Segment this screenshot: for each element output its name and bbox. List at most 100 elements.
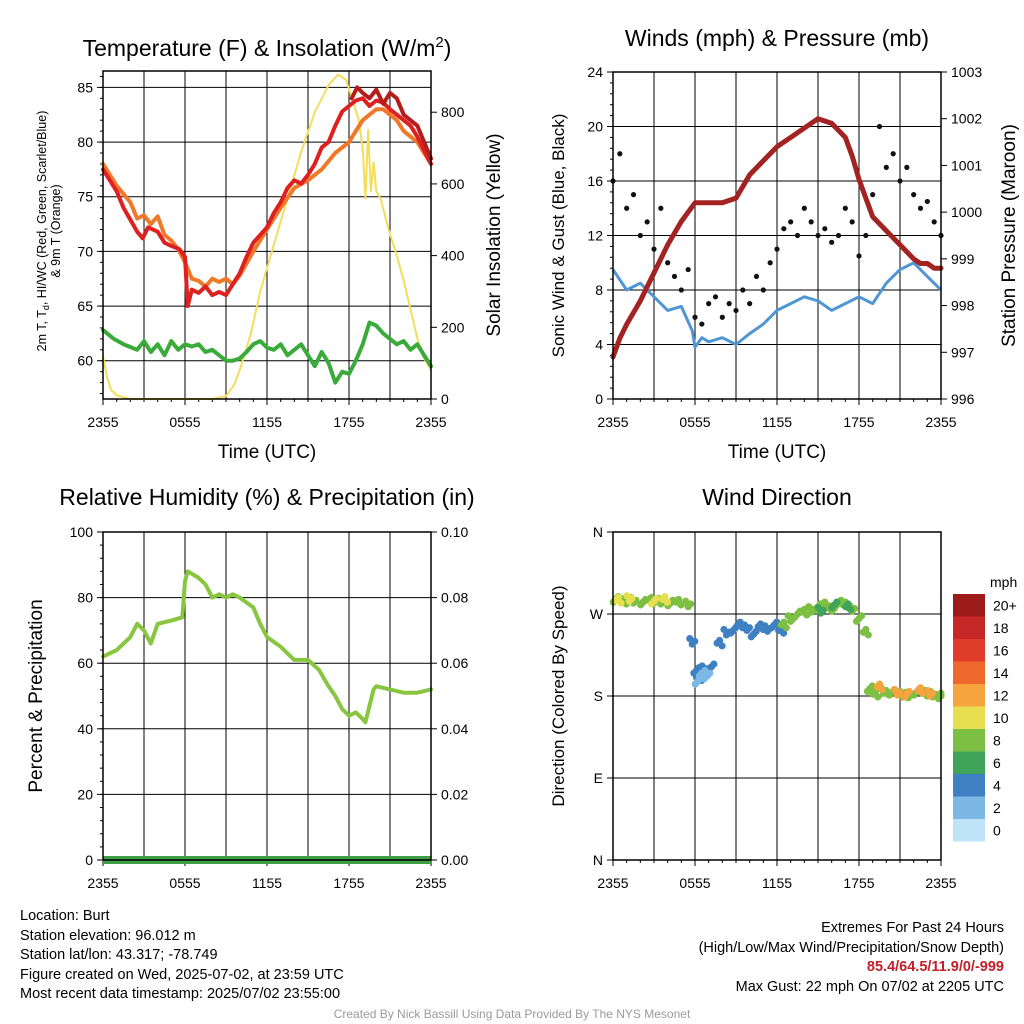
- y2-tick-label: 0.02: [441, 786, 468, 802]
- extremes-heading: Extremes For Past 24 Hours: [821, 920, 1004, 936]
- colorbar-tick-label: 4: [993, 777, 1001, 793]
- direction-point: [782, 624, 790, 632]
- y-tick-label: 80: [77, 590, 93, 606]
- direction-point: [875, 680, 884, 688]
- direction-point: [745, 624, 753, 632]
- colorbar-swatch: [953, 594, 985, 617]
- gust-point: [617, 151, 623, 157]
- gust-point: [849, 219, 855, 225]
- gust-point: [835, 232, 842, 239]
- y2-tick-label: 1002: [951, 111, 982, 127]
- gust-point: [897, 178, 903, 184]
- plot-frame: [102, 70, 432, 400]
- direction-point: [710, 660, 718, 668]
- gust-point: [822, 226, 828, 232]
- direction-point: [614, 594, 623, 602]
- gust-point: [856, 253, 862, 259]
- chart-title: Temperature (F) & Insolation (W/m2): [83, 34, 452, 61]
- y-axis-label: 2m T, Td, HI/WC (Red, Green, Scarlet/Blu…: [35, 111, 51, 352]
- x-tick-label: 2355: [925, 875, 956, 891]
- direction-point: [780, 618, 788, 626]
- x-tick-label: 2355: [87, 875, 118, 891]
- station-elevation: Station elevation: 96.012 m: [20, 927, 196, 944]
- gust-point: [815, 232, 821, 239]
- colorbar-tick-label: 2: [993, 800, 1001, 816]
- gust-point: [630, 192, 637, 198]
- gust-point: [747, 301, 753, 307]
- series-temp-line: [101, 96, 433, 309]
- gust-point: [870, 192, 876, 198]
- y2-tick-label: 600: [441, 176, 465, 192]
- colorbar-swatch: [953, 661, 985, 684]
- x-tick-label: 2355: [415, 414, 446, 430]
- figure-created: Figure created on Wed, 2025-07-02, at 23…: [20, 966, 344, 983]
- x-tick-label: 2355: [87, 414, 118, 430]
- direction-point: [916, 684, 925, 692]
- gust-point: [767, 260, 773, 266]
- direction-point: [857, 612, 866, 620]
- panel-3: 0 20 40 60 80 100 0.00 0.02 0.04 0.06 0.08 0.10 2355…: [26, 484, 475, 891]
- colorbar-tick-label: 20+: [993, 597, 1017, 613]
- direction-point: [905, 687, 913, 696]
- y-tick-label: 85: [77, 79, 93, 95]
- x-tick-label: 1755: [333, 875, 364, 891]
- direction-point: [896, 688, 904, 696]
- series-wind-line: [611, 261, 943, 349]
- direction-point: [617, 599, 625, 607]
- colorbar-swatch: [953, 751, 985, 774]
- gust-point: [678, 287, 684, 293]
- y-tick-label: N: [593, 524, 603, 540]
- x-tick-label: 0555: [679, 414, 710, 430]
- x-tick-label: 0555: [679, 875, 710, 891]
- x-axis-label: Time (UTC): [728, 442, 827, 463]
- colorbar-swatch: [953, 639, 985, 662]
- y-tick-label: E: [594, 770, 603, 786]
- direction-point: [862, 625, 870, 634]
- extremes-legend: (High/Low/Max Wind/Precipitation/Snow De…: [698, 939, 1004, 956]
- colorbar-swatch: [953, 774, 985, 797]
- direction-point: [718, 642, 726, 650]
- y2-axis-label: Station Pressure (Maroon): [999, 124, 1020, 347]
- y-tick-label: 60: [77, 655, 93, 671]
- y-tick-label: 100: [70, 524, 94, 540]
- gust-point: [876, 123, 883, 130]
- y-tick-label: 0: [595, 391, 603, 407]
- plot-frame: [612, 71, 942, 400]
- y2-tick-label: 0: [441, 391, 449, 407]
- series-temp_9m-line: [101, 107, 433, 289]
- x-axis-label: Time (UTC): [218, 442, 317, 463]
- x-tick-label: 1155: [762, 414, 792, 430]
- y2-tick-label: 1001: [951, 157, 982, 173]
- y-axis-label-line2: & 9m T (Orange): [49, 184, 63, 277]
- station-location: Location: Burt: [20, 908, 110, 924]
- direction-point: [706, 669, 714, 677]
- gust-point: [829, 239, 835, 245]
- colorbar-swatch: [953, 684, 985, 707]
- x-tick-label: 2355: [597, 875, 628, 891]
- gust-point: [644, 219, 650, 225]
- gust-point: [733, 307, 739, 314]
- direction-point: [779, 629, 788, 637]
- y-tick-label: 75: [77, 189, 93, 205]
- subscript-d: d: [41, 305, 51, 310]
- gust-point: [685, 266, 691, 273]
- y2-tick-label: 997: [951, 344, 975, 360]
- y-tick-label: 16: [587, 173, 603, 189]
- y-tick-label: 70: [77, 243, 93, 259]
- y-tick-label: 8: [595, 282, 603, 298]
- colorbar-tick-label: 6: [993, 755, 1001, 771]
- colorbar-swatch: [953, 706, 985, 729]
- y-tick-label: N: [593, 852, 603, 868]
- x-tick-label: 2355: [925, 414, 956, 430]
- colorbar-tick-label: 8: [993, 732, 1001, 748]
- credit-line: Created By Nick Bassill Using Data Provi…: [333, 1007, 691, 1021]
- y2-tick-label: 0.08: [441, 590, 468, 606]
- station-info: Location: Burt Station elevation: 96.012…: [20, 907, 344, 1005]
- chart-title: Winds (mph) & Pressure (mb): [625, 25, 929, 51]
- gust-point: [624, 205, 630, 211]
- direction-point: [928, 689, 937, 697]
- y-tick-label: 12: [587, 228, 603, 244]
- y-tick-label: 4: [595, 337, 603, 353]
- series-rh-line: [101, 569, 433, 725]
- y2-tick-label: 0.00: [441, 852, 468, 868]
